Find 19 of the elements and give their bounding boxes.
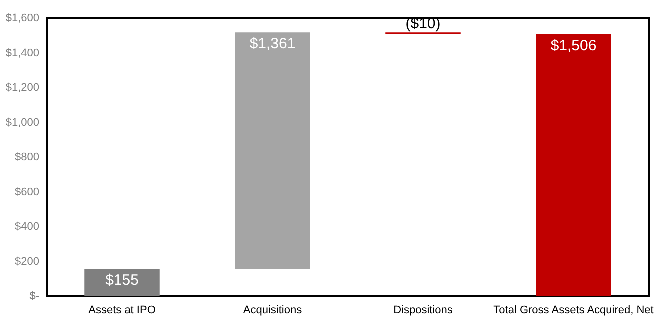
data-label: $1,361 — [250, 36, 296, 53]
data-label: $155 — [106, 272, 139, 290]
x-tick-label: Acquisitions — [243, 304, 303, 316]
y-tick-label: $800 — [15, 152, 40, 164]
bar — [235, 32, 310, 270]
bar — [536, 34, 612, 296]
y-tick-label: $1,000 — [6, 116, 40, 129]
x-tick-label: Dispositions — [394, 304, 454, 316]
bar — [84, 269, 160, 296]
y-tick-label: $200 — [15, 256, 40, 268]
y-tick-label: $1,400 — [6, 47, 40, 60]
y-tick-label: $- — [30, 290, 40, 302]
x-tick-label: Total Gross Assets Acquired, Net — [494, 304, 654, 316]
x-tick-label: Assets at IPO — [88, 304, 156, 316]
y-tick-label: $600 — [15, 186, 40, 198]
y-tick-label: $1,200 — [6, 82, 40, 94]
y-tick-label: $1,600 — [6, 12, 40, 24]
y-tick-label: $400 — [15, 221, 40, 233]
data-label: $1,506 — [550, 37, 597, 54]
